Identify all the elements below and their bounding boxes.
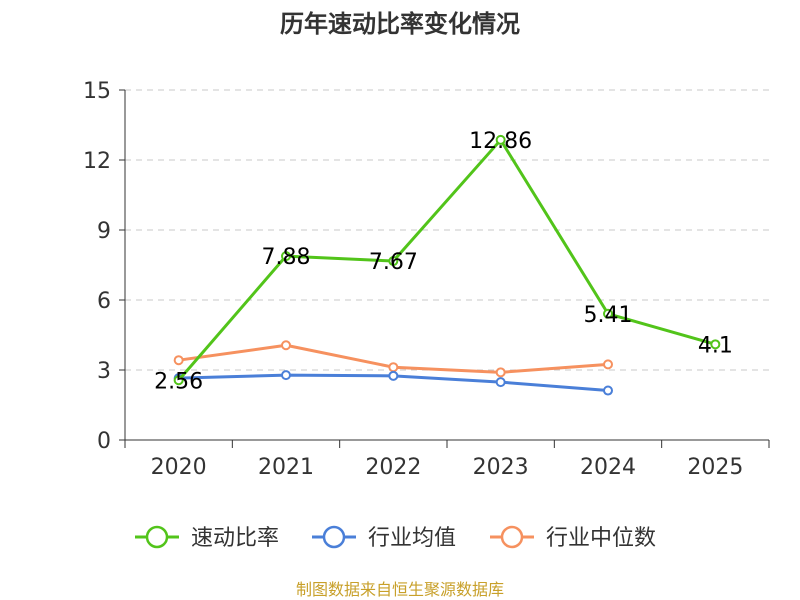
data-label: 7.88 <box>262 245 311 270</box>
legend: 速动比率 行业均值 行业中位数 <box>135 525 656 551</box>
data-label: 4.1 <box>698 333 733 358</box>
x-tick-label: 2023 <box>473 455 529 480</box>
data-point <box>603 308 613 319</box>
y-tick-label: 6 <box>97 289 111 314</box>
legend-item: 行业均值 <box>312 525 456 551</box>
x-tick-label: 2025 <box>687 455 743 480</box>
legend-marker <box>145 525 169 549</box>
data-point <box>495 367 506 378</box>
y-tick-label: 15 <box>83 79 111 104</box>
y-tick-label: 0 <box>97 429 111 454</box>
legend-label: 行业中位数 <box>546 526 656 551</box>
chart-title: 历年速动比率变化情况 <box>280 10 520 38</box>
data-point <box>495 134 506 145</box>
y-tick-label: 3 <box>97 359 111 384</box>
x-tick-label: 2020 <box>151 455 207 480</box>
data-point <box>173 355 184 366</box>
data-point <box>603 385 613 396</box>
legend-item: 速动比率 <box>135 525 279 551</box>
legend-item: 行业中位数 <box>490 525 656 551</box>
data-point <box>388 256 399 267</box>
data-point <box>495 377 506 388</box>
legend-label: 行业均值 <box>368 526 456 551</box>
data-label: 2.56 <box>154 369 203 394</box>
data-point <box>281 251 291 262</box>
series-layer <box>173 134 721 396</box>
data-point <box>281 370 291 381</box>
data-label: 12.86 <box>469 129 532 154</box>
data-point <box>388 370 399 381</box>
series-0 <box>173 134 721 386</box>
data-label: 7.67 <box>369 250 418 275</box>
data-point <box>281 340 291 351</box>
legend-label: 速动比率 <box>191 526 279 551</box>
series-1 <box>173 370 613 396</box>
data-point <box>710 339 721 350</box>
x-tick-label: 2021 <box>258 455 314 480</box>
data-point <box>173 375 184 386</box>
series-line <box>177 138 716 382</box>
grid-lines <box>125 89 769 371</box>
legend-marker <box>322 525 346 549</box>
legend-marker <box>500 525 524 549</box>
source-note: 制图数据来自恒生聚源数据库 <box>296 580 504 599</box>
y-tick-label: 9 <box>97 219 111 244</box>
y-tick-label: 12 <box>83 149 111 174</box>
axes: 0 3 6 9 12 15 2020 2021 2022 2023 2024 2025 <box>83 79 770 480</box>
x-tick-label: 2024 <box>580 455 636 480</box>
data-labels: 2.56 7.88 7.67 12.86 5.41 4.1 <box>154 129 733 394</box>
x-tick-label: 2022 <box>365 455 421 480</box>
data-label: 5.41 <box>584 303 633 328</box>
data-point <box>603 359 613 370</box>
data-point <box>388 362 399 373</box>
series-2 <box>173 340 613 378</box>
